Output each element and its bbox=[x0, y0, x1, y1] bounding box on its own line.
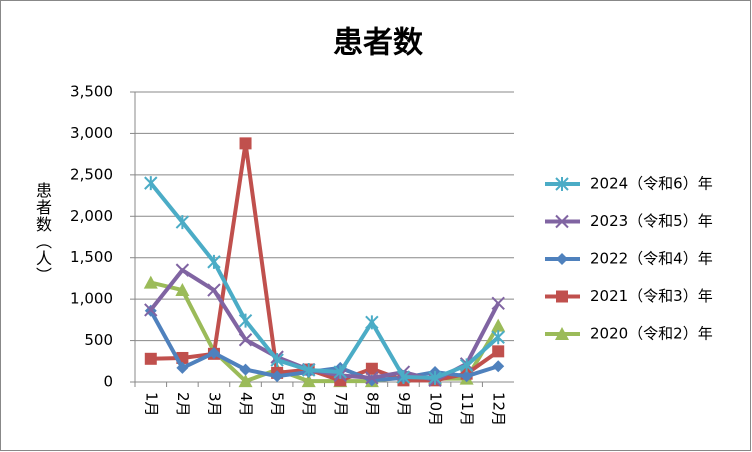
y-tick-label: 1,500 bbox=[70, 248, 113, 266]
x-tick-label: 1月 bbox=[142, 392, 160, 417]
marker bbox=[556, 290, 568, 303]
marker bbox=[175, 215, 190, 230]
y-tick-label: 2,000 bbox=[70, 207, 113, 225]
x-tick-label: 8月 bbox=[363, 392, 381, 417]
marker bbox=[556, 253, 568, 265]
x-tick-label: 3月 bbox=[205, 392, 223, 417]
legend-label: 2023（令和5）年 bbox=[590, 212, 713, 230]
y-axis-label: 患者数（人） bbox=[33, 182, 52, 284]
x-tick-label: 6月 bbox=[300, 392, 318, 417]
marker bbox=[333, 365, 347, 380]
y-tick-label: 1,000 bbox=[70, 290, 113, 308]
marker bbox=[207, 254, 221, 269]
marker bbox=[238, 374, 253, 388]
marker bbox=[365, 371, 379, 385]
marker bbox=[491, 296, 505, 310]
x-tick-label: 2月 bbox=[174, 392, 192, 417]
marker bbox=[491, 330, 505, 345]
y-tick-label: 3,000 bbox=[70, 124, 113, 142]
legend-label: 2020（令和2）年 bbox=[590, 325, 713, 343]
marker bbox=[301, 374, 316, 388]
marker bbox=[176, 361, 189, 374]
legend-label: 2024（令和6）年 bbox=[590, 175, 713, 193]
marker bbox=[175, 263, 190, 277]
y-tick-label: 3,500 bbox=[70, 83, 113, 101]
marker bbox=[207, 283, 221, 297]
x-tick-label: 11月 bbox=[458, 392, 476, 426]
marker bbox=[238, 333, 253, 347]
marker bbox=[143, 275, 158, 289]
marker bbox=[175, 283, 190, 297]
marker bbox=[492, 360, 505, 373]
x-tick-label: 7月 bbox=[332, 392, 350, 417]
x-tick-label: 5月 bbox=[269, 392, 287, 417]
marker bbox=[492, 345, 505, 358]
marker bbox=[491, 318, 506, 332]
marker bbox=[239, 363, 252, 376]
x-tick-label: 4月 bbox=[237, 392, 255, 417]
y-tick-label: 0 bbox=[103, 373, 113, 391]
marker bbox=[207, 347, 220, 359]
marker bbox=[144, 176, 158, 191]
marker bbox=[302, 362, 316, 377]
y-tick-label: 500 bbox=[84, 331, 113, 349]
marker bbox=[144, 352, 157, 365]
marker bbox=[271, 370, 284, 383]
chart-title: 患者数 bbox=[333, 26, 424, 61]
marker bbox=[428, 370, 442, 385]
marker bbox=[270, 353, 284, 368]
legend-label: 2022（令和4）年 bbox=[590, 250, 713, 268]
y-tick-label: 2,500 bbox=[70, 165, 113, 183]
marker bbox=[238, 313, 253, 328]
x-tick-label: 9月 bbox=[395, 392, 413, 417]
marker bbox=[555, 327, 569, 340]
marker bbox=[144, 303, 158, 317]
x-tick-label: 10月 bbox=[427, 392, 445, 426]
legend-label: 2021（令和3）年 bbox=[590, 287, 713, 305]
marker bbox=[460, 370, 473, 383]
marker bbox=[555, 214, 569, 229]
marker bbox=[555, 177, 569, 191]
x-tick-label: 12月 bbox=[490, 392, 508, 426]
marker bbox=[396, 370, 411, 385]
marker bbox=[239, 137, 252, 150]
marker bbox=[459, 358, 474, 373]
marker bbox=[365, 315, 379, 330]
marker bbox=[365, 362, 378, 375]
